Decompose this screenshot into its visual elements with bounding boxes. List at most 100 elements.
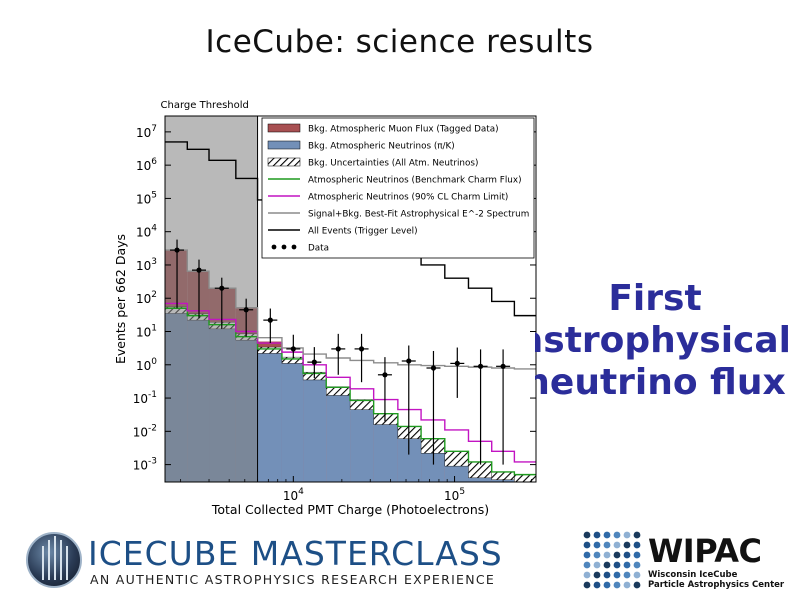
data-point bbox=[219, 285, 225, 291]
y-tick-label: 100 bbox=[136, 357, 157, 373]
wipac-dot bbox=[603, 541, 611, 549]
charm-limit-line bbox=[165, 302, 536, 463]
legend-data-label: Data bbox=[308, 244, 329, 254]
uncertainty-band bbox=[373, 413, 399, 425]
legend-muon-swatch bbox=[267, 123, 301, 133]
masterclass-subtitle: AN AUTHENTIC ASTROPHYSICS RESEARCH EXPER… bbox=[90, 572, 496, 587]
wipac-dot bbox=[613, 541, 621, 549]
callout-line-1: First bbox=[608, 278, 702, 319]
legend-atm-nu-label: Bkg. Atmospheric Neutrinos (π/K) bbox=[308, 142, 455, 152]
wipac-dot bbox=[633, 531, 641, 539]
uncertainty-band bbox=[514, 474, 536, 482]
wipac-dot bbox=[583, 581, 591, 589]
x-tick-exponent: 4 bbox=[298, 487, 304, 497]
data-point bbox=[174, 247, 180, 253]
wipac-dot bbox=[623, 551, 631, 559]
y-tick-label: 103 bbox=[136, 257, 157, 273]
y-tick-exponent: 4 bbox=[151, 224, 157, 234]
wipac-dot bbox=[583, 531, 591, 539]
y-tick-label: 106 bbox=[136, 157, 157, 173]
y-tick-label: 10-2 bbox=[133, 423, 157, 439]
data-point bbox=[454, 360, 460, 367]
masterclass-title: ICECUBE MASTERCLASS bbox=[88, 534, 503, 573]
data-point bbox=[196, 267, 202, 273]
data-point bbox=[290, 346, 296, 352]
callout-line-3: neutrino flux bbox=[535, 362, 786, 403]
data-point bbox=[477, 363, 484, 369]
atm-nu-bin bbox=[257, 353, 282, 482]
legend-uncertainty-swatch bbox=[267, 157, 301, 167]
data-point bbox=[500, 363, 506, 369]
slide-title: IceCube: science results bbox=[205, 24, 594, 60]
wipac-line-1: Wisconsin IceCube bbox=[648, 570, 738, 580]
wipac-dots-icon bbox=[583, 531, 641, 589]
uncertainty-band bbox=[397, 426, 422, 439]
wipac-line-2: Particle Astrophysics Center bbox=[648, 580, 785, 590]
wipac-dot bbox=[633, 551, 641, 559]
wipac-dot bbox=[623, 561, 631, 569]
charge-threshold-region bbox=[165, 116, 258, 482]
wipac-dot bbox=[633, 571, 641, 579]
wipac-dot bbox=[593, 561, 601, 569]
x-tick-exponent: 5 bbox=[459, 487, 465, 497]
wipac-dot bbox=[603, 551, 611, 559]
plot-frame bbox=[164, 115, 537, 483]
wipac-dot bbox=[593, 541, 601, 549]
y-tick-label: 105 bbox=[136, 190, 157, 206]
legend-data-swatch bbox=[291, 244, 297, 250]
y-tick-exponent: -3 bbox=[148, 457, 157, 467]
y-tick-label: 104 bbox=[136, 224, 157, 240]
data-point bbox=[335, 346, 341, 352]
x-axis-label: Total Collected PMT Charge (Photoelectro… bbox=[211, 502, 489, 517]
uncertainty-band bbox=[444, 451, 469, 467]
wipac-dot bbox=[623, 571, 631, 579]
wipac-dot bbox=[593, 551, 601, 559]
y-tick-exponent: 3 bbox=[151, 257, 157, 267]
wipac-dot bbox=[603, 581, 611, 589]
y-tick-label: 101 bbox=[136, 324, 157, 340]
uncertainty-band bbox=[257, 346, 283, 354]
wipac-dot bbox=[613, 561, 621, 569]
callout-text: First astrophysical neutrino flux bbox=[535, 278, 799, 404]
y-tick-exponent: 6 bbox=[151, 157, 157, 167]
atm-nu-bin bbox=[397, 438, 422, 482]
y-tick-label: 107 bbox=[136, 124, 157, 140]
wipac-dot bbox=[613, 571, 621, 579]
data-point bbox=[382, 372, 388, 378]
wipac-dot bbox=[583, 541, 591, 549]
data-point bbox=[430, 365, 437, 371]
atm-nu-bin bbox=[350, 409, 374, 482]
y-tick-exponent: -2 bbox=[148, 423, 157, 433]
atm-nu-bin bbox=[303, 379, 327, 482]
y-tick-exponent: 0 bbox=[151, 357, 157, 367]
uncertainty-band bbox=[491, 471, 515, 480]
legend-data-swatch bbox=[271, 244, 277, 250]
wipac-dot bbox=[633, 561, 641, 569]
y-tick-label: 102 bbox=[136, 290, 157, 306]
callout-line-2: astrophysical bbox=[535, 320, 792, 361]
x-tick-label: 104 bbox=[283, 487, 304, 503]
wipac-dot bbox=[623, 541, 631, 549]
wipac-dot bbox=[593, 531, 601, 539]
data-point bbox=[267, 317, 273, 323]
plot-area bbox=[165, 116, 536, 482]
y-tick-exponent: -1 bbox=[148, 390, 157, 400]
atm-nu-bin bbox=[444, 466, 469, 482]
wipac-logo: WIPAC Wisconsin IceCube Particle Astroph… bbox=[582, 530, 785, 590]
data-point bbox=[311, 359, 317, 365]
charge-threshold-label: Charge Threshold bbox=[161, 100, 249, 111]
wipac-dot bbox=[623, 531, 631, 539]
legend-benchmark-label: Atmospheric Neutrinos (Benchmark Charm F… bbox=[308, 176, 522, 186]
wipac-name: WIPAC bbox=[648, 532, 762, 570]
wipac-dot bbox=[583, 571, 591, 579]
atm-nu-bin bbox=[468, 477, 492, 482]
y-tick-exponent: 1 bbox=[151, 324, 157, 334]
wipac-dot bbox=[583, 561, 591, 569]
legend-all-events-label: All Events (Trigger Level) bbox=[308, 227, 418, 237]
legend-box bbox=[261, 117, 535, 259]
wipac-dot bbox=[623, 581, 631, 589]
wipac-dot bbox=[613, 531, 621, 539]
y-axis-label: Events per 662 Days bbox=[113, 234, 128, 364]
wipac-dot bbox=[613, 551, 621, 559]
icecube-detector-icon bbox=[26, 532, 82, 588]
